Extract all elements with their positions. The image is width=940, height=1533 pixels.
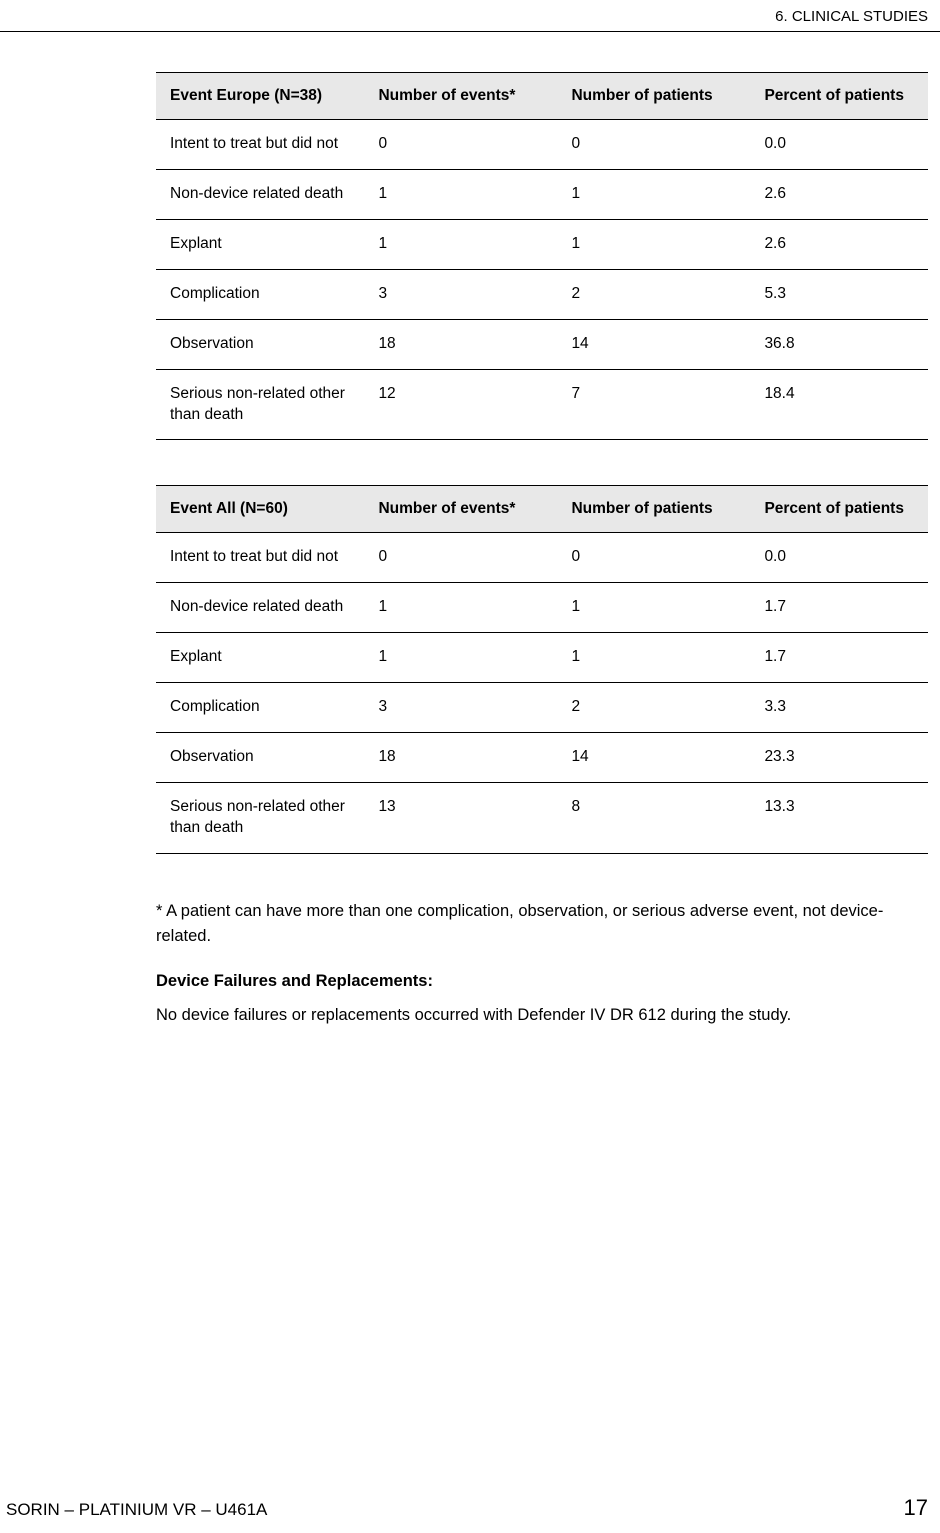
table-cell: 14 <box>557 319 750 369</box>
table-cell: 3.3 <box>750 683 928 733</box>
table-cell: Non-device related death <box>156 583 364 633</box>
table-cell: 1 <box>364 169 557 219</box>
table-cell: 1 <box>557 633 750 683</box>
table-row: Observation181423.3 <box>156 733 928 783</box>
table-cell: 18.4 <box>750 369 928 440</box>
table-cell: 7 <box>557 369 750 440</box>
table-cell: Complication <box>156 269 364 319</box>
table-header-cell: Number of patients <box>557 486 750 533</box>
table-cell: 18 <box>364 319 557 369</box>
table-cell: Explant <box>156 219 364 269</box>
table-cell: 13.3 <box>750 783 928 854</box>
table-cell: 1 <box>557 219 750 269</box>
table-header-cell: Number of events* <box>364 486 557 533</box>
table-cell: Observation <box>156 319 364 369</box>
table-cell: Intent to treat but did not <box>156 120 364 170</box>
table-cell: 1 <box>557 583 750 633</box>
table-cell: Observation <box>156 733 364 783</box>
table-header-cell: Number of events* <box>364 73 557 120</box>
table-row: Complication323.3 <box>156 683 928 733</box>
table-header-row: Event Europe (N=38) Number of events* Nu… <box>156 73 928 120</box>
table-cell: 2 <box>557 269 750 319</box>
table-header-cell: Number of patients <box>557 73 750 120</box>
table-row: Intent to treat but did not000.0 <box>156 120 928 170</box>
table-footnote: * A patient can have more than one compl… <box>156 899 928 950</box>
table-header-cell: Percent of patients <box>750 73 928 120</box>
table-cell: 0 <box>364 120 557 170</box>
table-cell: 8 <box>557 783 750 854</box>
table-cell: 3 <box>364 269 557 319</box>
table-row: Non-device related death111.7 <box>156 583 928 633</box>
table-row: Intent to treat but did not000.0 <box>156 533 928 583</box>
table-row: Explant112.6 <box>156 219 928 269</box>
page-footer: SORIN – PLATINIUM VR – U461A 17 <box>0 1495 940 1521</box>
table-row: Serious non-related other than death1271… <box>156 369 928 440</box>
table-row: Explant111.7 <box>156 633 928 683</box>
table-cell: 12 <box>364 369 557 440</box>
table-cell: 2 <box>557 683 750 733</box>
table-cell: 1 <box>364 219 557 269</box>
table-cell: 3 <box>364 683 557 733</box>
table-cell: 36.8 <box>750 319 928 369</box>
events-table-europe: Event Europe (N=38) Number of events* Nu… <box>156 72 928 440</box>
events-table-all: Event All (N=60) Number of events* Numbe… <box>156 485 928 853</box>
table-header-cell: Percent of patients <box>750 486 928 533</box>
table-cell: 1.7 <box>750 583 928 633</box>
table-row: Serious non-related other than death1381… <box>156 783 928 854</box>
table-cell: 0 <box>364 533 557 583</box>
table-cell: 0.0 <box>750 120 928 170</box>
table-cell: 2.6 <box>750 219 928 269</box>
table-cell: 1.7 <box>750 633 928 683</box>
table-cell: 1 <box>364 633 557 683</box>
table-cell: 1 <box>364 583 557 633</box>
page-content: Event Europe (N=38) Number of events* Nu… <box>0 72 940 1028</box>
body-paragraph: No device failures or replacements occur… <box>156 1003 928 1028</box>
table-header-cell: Event Europe (N=38) <box>156 73 364 120</box>
table-cell: 0 <box>557 533 750 583</box>
table-row: Non-device related death112.6 <box>156 169 928 219</box>
table-cell: 23.3 <box>750 733 928 783</box>
section-heading: Device Failures and Replacements: <box>156 972 928 991</box>
table-cell: Non-device related death <box>156 169 364 219</box>
table-cell: Intent to treat but did not <box>156 533 364 583</box>
table-cell: 14 <box>557 733 750 783</box>
table-cell: 1 <box>557 169 750 219</box>
table-cell: 0.0 <box>750 533 928 583</box>
footer-page-number: 17 <box>904 1495 928 1521</box>
table-header-row: Event All (N=60) Number of events* Numbe… <box>156 486 928 533</box>
page-header: 6. CLINICAL STUDIES <box>0 0 940 32</box>
table-cell: Explant <box>156 633 364 683</box>
header-section-label: 6. CLINICAL STUDIES <box>775 8 928 25</box>
table-cell: 0 <box>557 120 750 170</box>
table-cell: Serious non-related other than death <box>156 369 364 440</box>
table-cell: Complication <box>156 683 364 733</box>
table-cell: 5.3 <box>750 269 928 319</box>
table-cell: 2.6 <box>750 169 928 219</box>
table-row: Complication325.3 <box>156 269 928 319</box>
table-cell: 13 <box>364 783 557 854</box>
table-row: Observation181436.8 <box>156 319 928 369</box>
table-cell: Serious non-related other than death <box>156 783 364 854</box>
table-cell: 18 <box>364 733 557 783</box>
table-header-cell: Event All (N=60) <box>156 486 364 533</box>
footer-document-id: SORIN – PLATINIUM VR – U461A <box>6 1500 267 1520</box>
